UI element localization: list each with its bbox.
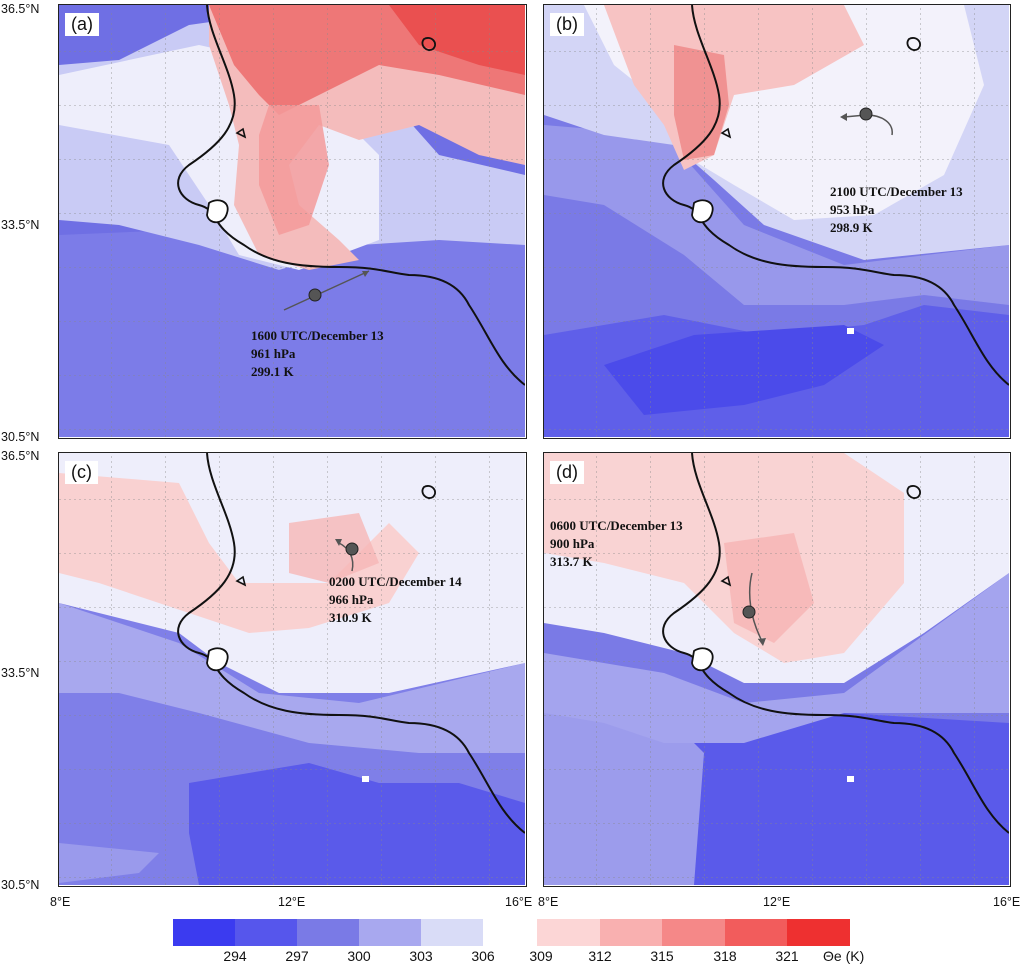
- colorbar-cool: [173, 919, 483, 946]
- panel-b: (b) 2100 UTC/December 13 953 hPa 298.9 K: [543, 4, 1011, 439]
- lon-label-right-panel-start: 8°E: [538, 895, 559, 909]
- colorbar-label: 306: [471, 948, 495, 964]
- colorbar-label: 315: [650, 948, 674, 964]
- colorbar-swatch: [421, 919, 483, 946]
- colorbar-label: 303: [409, 948, 433, 964]
- panel-c: (c) 0200 UTC/December 14 966 hPa 310.9 K: [58, 452, 527, 887]
- lat-label-bottom-row-mid: 33.5°N: [1, 666, 40, 680]
- annotation-time: 1600 UTC/December 13: [251, 328, 384, 343]
- storm-annotation: 1600 UTC/December 13 961 hPa 299.1 K: [251, 327, 384, 381]
- lat-label-top-row-top: 36.5°N: [1, 2, 40, 16]
- colorbar-label: 318: [713, 948, 737, 964]
- annotation-time: 2100 UTC/December 13: [830, 184, 963, 199]
- colorbar-warm: [537, 919, 850, 946]
- colorbar-swatch: [297, 919, 359, 946]
- colorbar-label: 297: [285, 948, 309, 964]
- colorbar-swatch: [787, 919, 850, 946]
- lat-label-top-row-mid: 33.5°N: [1, 218, 40, 232]
- annotation-theta: 313.7 K: [550, 554, 593, 569]
- lon-label-left-panel-start: 8°E: [50, 895, 71, 909]
- annotation-theta: 299.1 K: [251, 364, 294, 379]
- colorbar-unit: Θe (K): [823, 948, 865, 964]
- lat-label-top-row-bottom: 30.5°N: [1, 430, 40, 444]
- lon-label-right-panel-end: 16°E: [993, 895, 1021, 909]
- map-c: [59, 453, 525, 885]
- colorbar-swatch: [235, 919, 297, 946]
- colorbar-swatch: [173, 919, 235, 946]
- panel-a: (a) 1600 UTC/December 13 961 hPa 299.1 K: [58, 4, 527, 439]
- colorbar-label: 321: [775, 948, 799, 964]
- annotation-theta: 298.9 K: [830, 220, 873, 235]
- lon-label-left-panel-end: 16°E: [505, 895, 533, 909]
- annotation-pressure: 961 hPa: [251, 346, 296, 361]
- panel-label: (c): [65, 461, 98, 484]
- panel-label: (a): [65, 13, 99, 36]
- colorbar-label: 309: [529, 948, 553, 964]
- lon-label-left-panel-mid: 12°E: [278, 895, 306, 909]
- panel-label: (d): [550, 461, 584, 484]
- colorbar-swatch: [725, 919, 787, 946]
- map-d: [544, 453, 1009, 885]
- map-a: [59, 5, 525, 437]
- annotation-time: 0600 UTC/December 13: [550, 518, 683, 533]
- colorbar-label: 300: [347, 948, 371, 964]
- annotation-time: 0200 UTC/December 14: [329, 574, 462, 589]
- annotation-pressure: 966 hPa: [329, 592, 374, 607]
- storm-annotation: 0200 UTC/December 14 966 hPa 310.9 K: [329, 573, 462, 627]
- annotation-pressure: 900 hPa: [550, 536, 595, 551]
- colorbar-swatch: [662, 919, 725, 946]
- storm-annotation: 0600 UTC/December 13 900 hPa 313.7 K: [550, 517, 683, 571]
- annotation-pressure: 953 hPa: [830, 202, 875, 217]
- panel-label: (b): [550, 13, 584, 36]
- colorbar-label: 294: [223, 948, 247, 964]
- panel-d: (d) 0600 UTC/December 13 900 hPa 313.7 K: [543, 452, 1011, 887]
- lon-label-right-panel-mid: 12°E: [763, 895, 791, 909]
- colorbar-label: 312: [588, 948, 612, 964]
- colorbar-swatch: [537, 919, 600, 946]
- colorbar-swatch: [600, 919, 662, 946]
- lat-label-bottom-row-bottom: 30.5°N: [1, 878, 40, 892]
- colorbar-swatch: [359, 919, 421, 946]
- annotation-theta: 310.9 K: [329, 610, 372, 625]
- lat-label-bottom-row-top: 36.5°N: [1, 449, 40, 463]
- storm-annotation: 2100 UTC/December 13 953 hPa 298.9 K: [830, 183, 963, 237]
- map-b: [544, 5, 1009, 437]
